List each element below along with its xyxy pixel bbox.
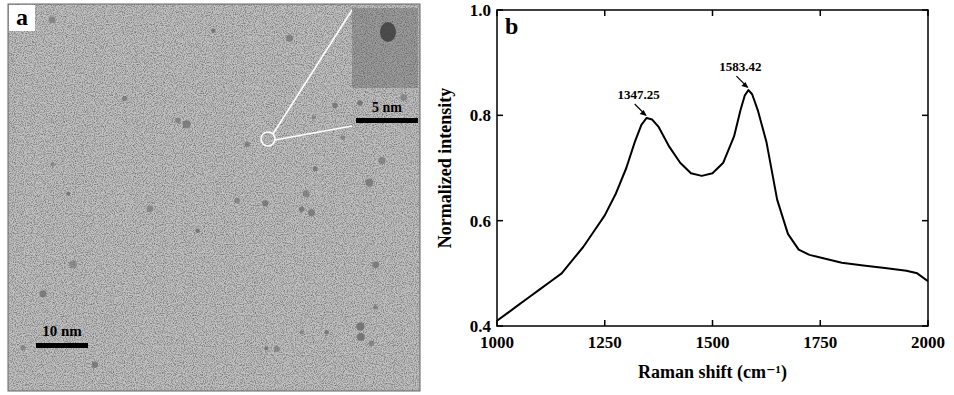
particle <box>308 209 315 216</box>
y-tick <box>497 220 503 222</box>
annotation-arrow <box>736 76 747 87</box>
particle <box>66 192 70 196</box>
particle <box>211 29 215 33</box>
y-axis-title: Normalized intensity <box>435 88 455 248</box>
plot-frame <box>497 10 928 326</box>
inset-scale-label: 5 nm <box>372 100 402 115</box>
y-tick <box>922 220 928 222</box>
particle <box>274 346 280 352</box>
particle <box>300 330 304 334</box>
image-frame <box>8 4 420 391</box>
figure: 5 nm10 nma100012501500175020000.40.60.81… <box>0 0 954 395</box>
inset-leader <box>275 126 352 140</box>
particle <box>175 117 181 123</box>
spectrum-line <box>497 90 928 321</box>
annotation-arrowhead <box>640 110 647 116</box>
x-tick <box>712 320 714 326</box>
y-tick-label: 0.4 <box>470 317 492 336</box>
plot-area <box>497 90 928 321</box>
particle <box>183 120 191 128</box>
particle <box>49 16 56 23</box>
particle <box>303 190 310 197</box>
particle <box>122 96 127 101</box>
y-tick-label: 1.0 <box>470 1 491 20</box>
inset-noise <box>352 8 418 88</box>
particle <box>356 322 364 330</box>
x-tick <box>820 320 822 326</box>
peak-label: 1347.25 <box>618 87 661 102</box>
inset-marker <box>261 132 275 146</box>
particle <box>324 330 328 334</box>
panel-label-box <box>9 5 35 31</box>
particle <box>373 305 378 310</box>
y-tick <box>922 115 928 117</box>
particle <box>264 346 268 350</box>
x-tick <box>712 10 714 16</box>
particle <box>332 103 338 109</box>
y-tick <box>497 115 503 117</box>
panel-label: b <box>505 13 518 39</box>
x-tick-label: 1250 <box>588 333 622 352</box>
x-tick <box>820 10 822 16</box>
particle <box>286 35 293 42</box>
annotation-arrow <box>635 104 646 115</box>
particle <box>50 162 55 167</box>
particle <box>245 142 250 147</box>
particle <box>312 115 316 119</box>
particle <box>234 198 240 204</box>
x-axis-title: Raman shift (cm⁻¹) <box>638 362 787 383</box>
particle <box>357 333 365 341</box>
particle <box>20 345 25 350</box>
x-tick <box>604 10 606 16</box>
scale-bar <box>36 343 88 348</box>
x-tick-label: 2000 <box>911 333 945 352</box>
particle <box>92 362 98 368</box>
particle <box>147 205 154 212</box>
particle <box>378 157 385 164</box>
particle <box>369 341 375 347</box>
particle <box>69 261 77 269</box>
scale-label: 10 nm <box>42 323 82 339</box>
inset-particle <box>380 22 396 42</box>
tem-image <box>8 4 420 391</box>
particle <box>313 166 318 171</box>
x-tick <box>604 320 606 326</box>
image-ground <box>8 4 420 391</box>
inset <box>352 8 418 88</box>
x-tick-label: 1500 <box>696 333 730 352</box>
particle <box>195 228 200 233</box>
y-tick-label: 0.8 <box>470 106 491 125</box>
annotation-arrowhead <box>741 82 748 88</box>
particle <box>299 207 304 212</box>
inset-leader <box>273 10 352 134</box>
y-tick-label: 0.6 <box>470 212 491 231</box>
particle <box>365 179 373 187</box>
image-noise <box>8 4 420 391</box>
particle <box>372 261 379 268</box>
inset-scale-bar <box>356 118 418 123</box>
panel-label: a <box>16 4 28 30</box>
particle <box>341 135 346 140</box>
particle <box>40 290 47 297</box>
particle <box>357 100 363 106</box>
particle <box>262 200 268 206</box>
peak-label: 1583.42 <box>719 59 761 74</box>
x-tick-label: 1750 <box>803 333 837 352</box>
